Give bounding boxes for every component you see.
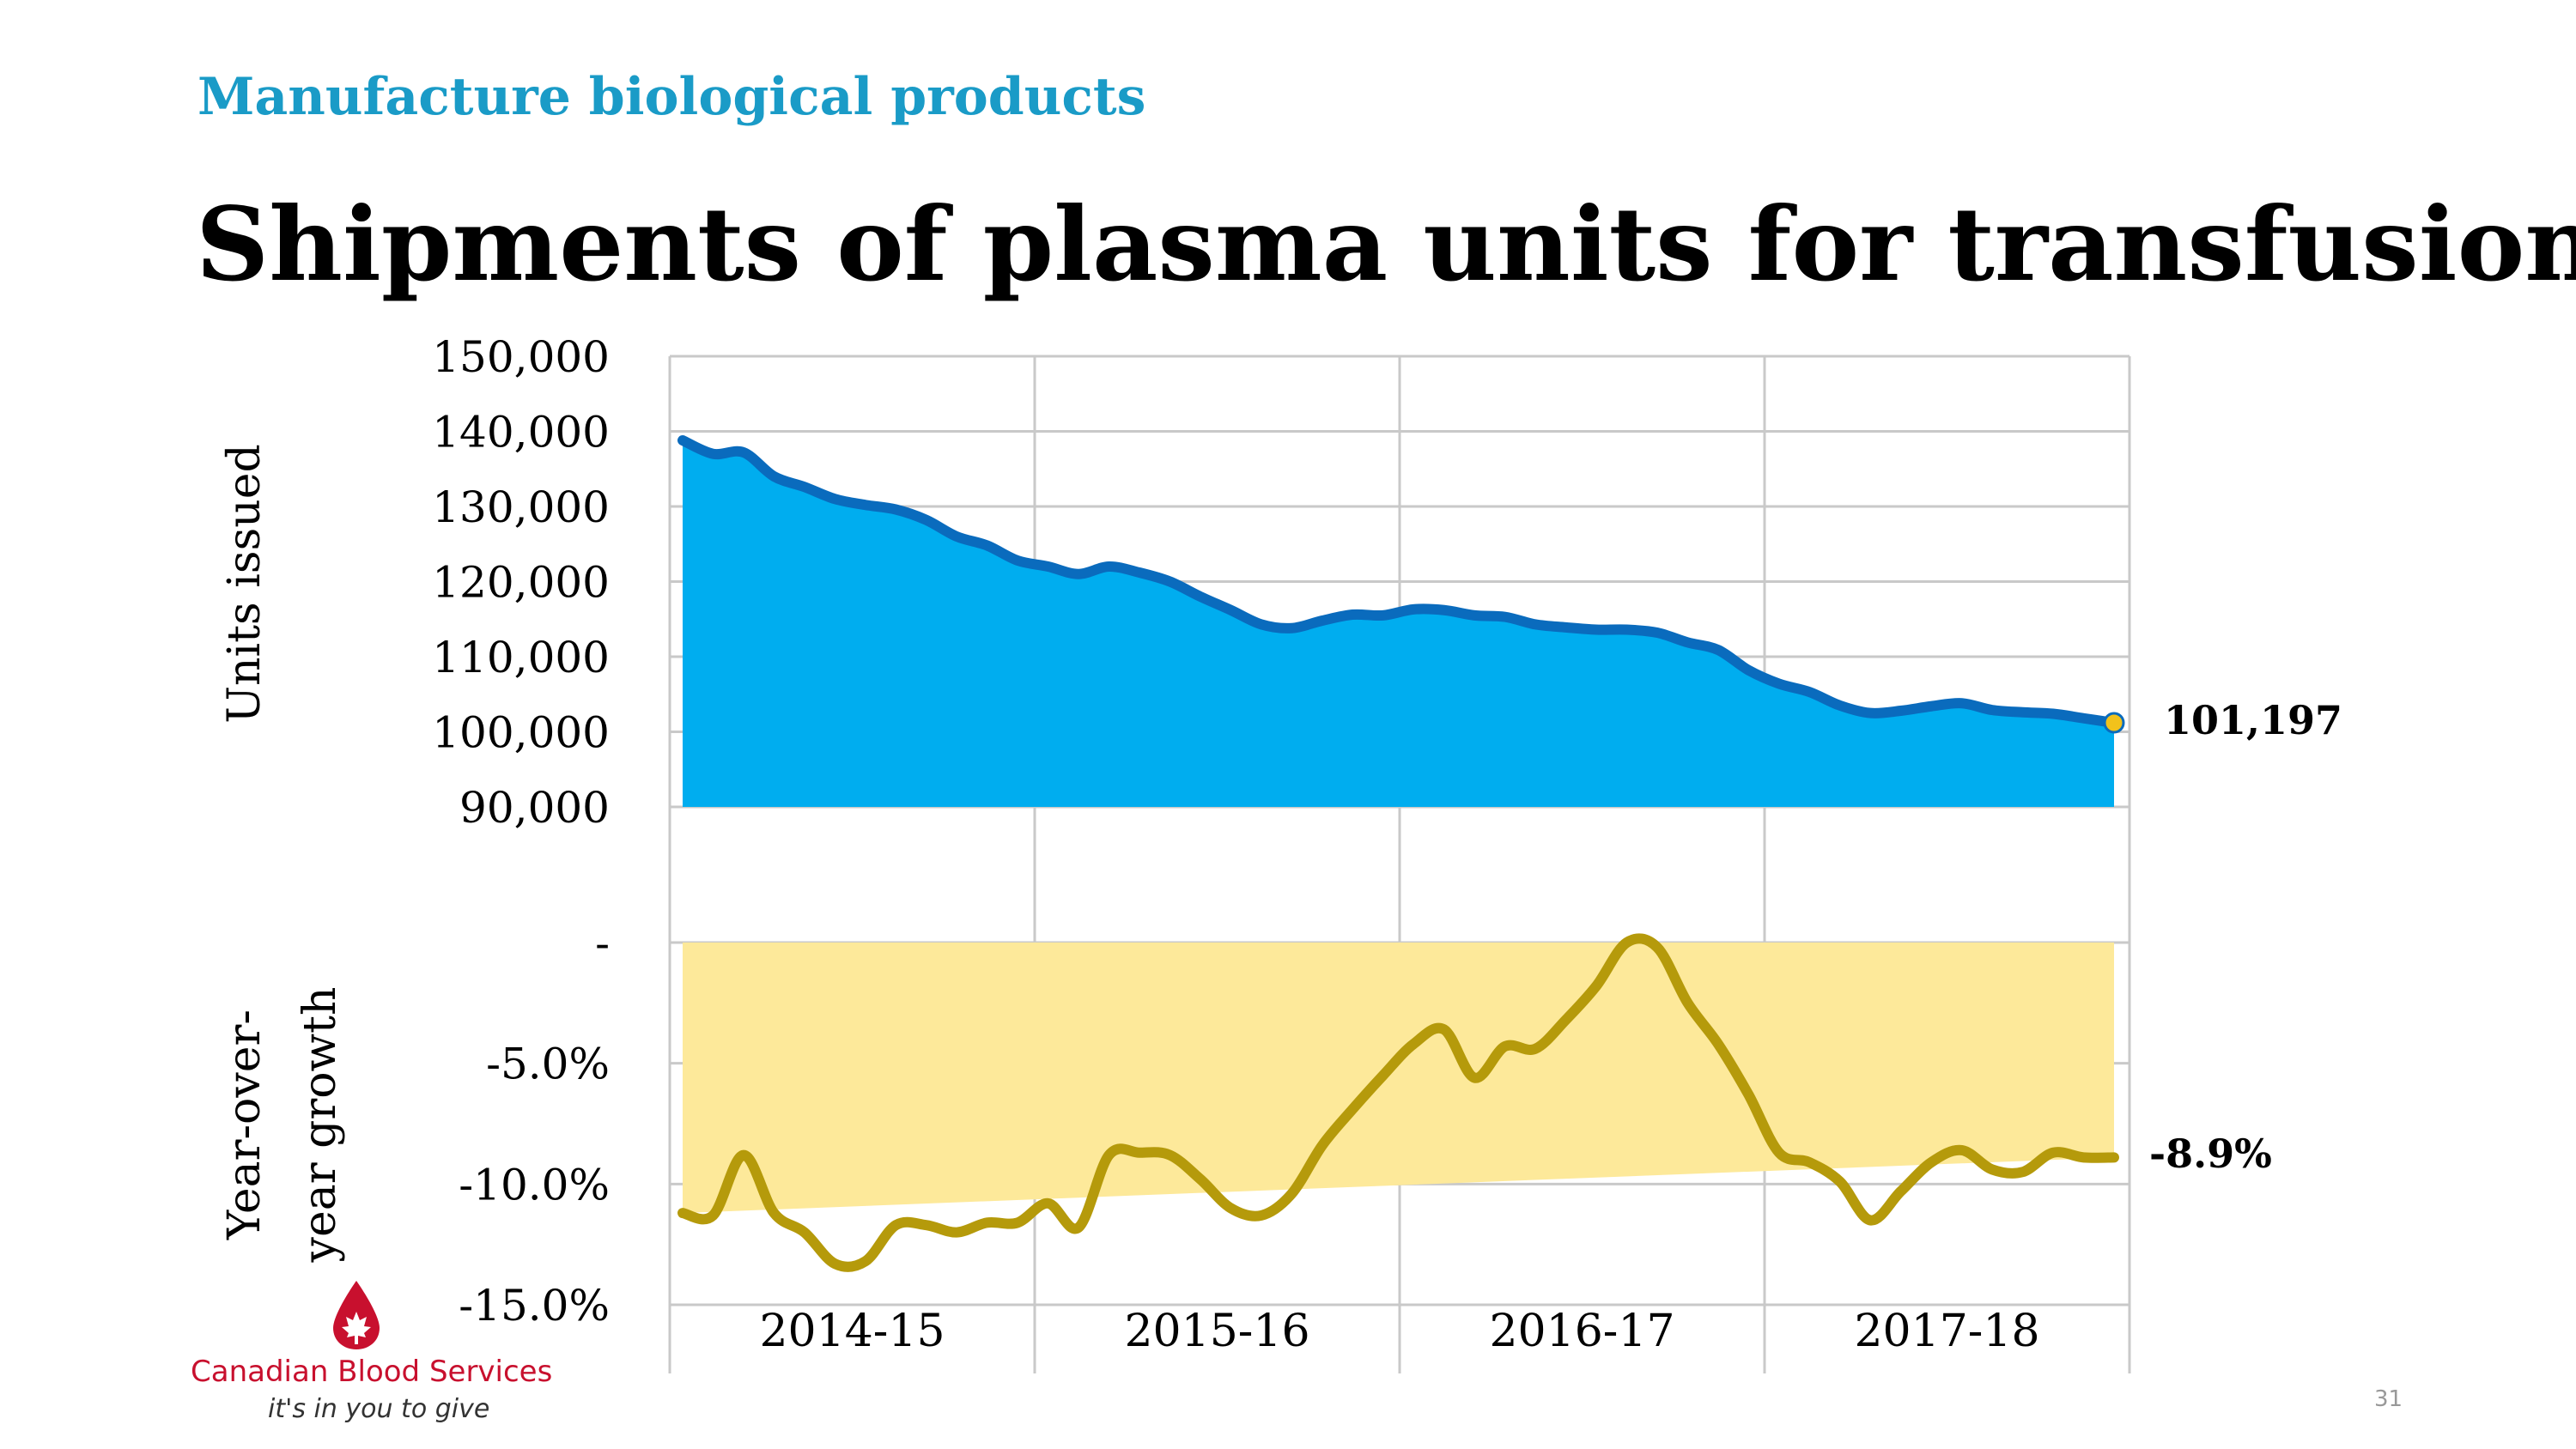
area-layer [677,435,2125,1272]
yoy-growth-end-label: -8.9% [2149,1131,2272,1177]
page-number: 31 [2374,1386,2403,1412]
units-issued-end-marker [2103,712,2125,734]
lower-ytick-label: -15.0% [459,1281,610,1331]
upper-ytick-label: 100,000 [432,708,610,758]
upper-ytick-label: 130,000 [432,482,610,532]
yoy-growth-area [683,943,2114,1214]
label-layer: 101,197 -8.9% [2149,697,2342,1177]
lower-y-axis-title-line2: year growth [295,987,346,1264]
lower-y-axis-title-line1: Year-over- [219,1009,270,1240]
units-issued-end-label: 101,197 [2164,697,2342,743]
upper-ytick-label: 150,000 [432,332,610,382]
units-issued-area [683,440,2114,807]
upper-ytick-label: 90,000 [459,783,610,833]
upper-ytick-label: 110,000 [432,633,610,682]
logo-name: Canadian Blood Services [191,1355,553,1389]
upper-y-axis-title: Units issued [219,444,270,724]
upper-ytick-label: 140,000 [432,408,610,458]
x-category-label: 2017-18 [1854,1306,2039,1357]
axis-layer: 90,000 100,000 110,000 120,000 130,000 140,00… [219,332,2040,1357]
lower-ytick-label: -10.0% [459,1160,610,1210]
x-category-label: 2014-15 [759,1306,945,1357]
units-issued-line [677,435,2119,729]
upper-ytick-label: 120,000 [432,558,610,608]
section-label: Manufacture biological products [197,67,1146,127]
blood-drop-maple-leaf-icon [333,1281,380,1349]
x-category-label: 2016-17 [1489,1306,1674,1357]
logo-tagline: it's in you to give [268,1394,490,1424]
yoy-growth-line [677,933,2119,1272]
lower-ytick-label: - [595,919,610,968]
slide-title: Shipments of plasma units for transfusio… [196,185,2576,304]
canadian-blood-services-logo: Canadian Blood Services it's in you to g… [189,1279,552,1434]
x-category-label: 2015-16 [1124,1306,1309,1357]
lower-ytick-label: -5.0% [486,1040,610,1089]
